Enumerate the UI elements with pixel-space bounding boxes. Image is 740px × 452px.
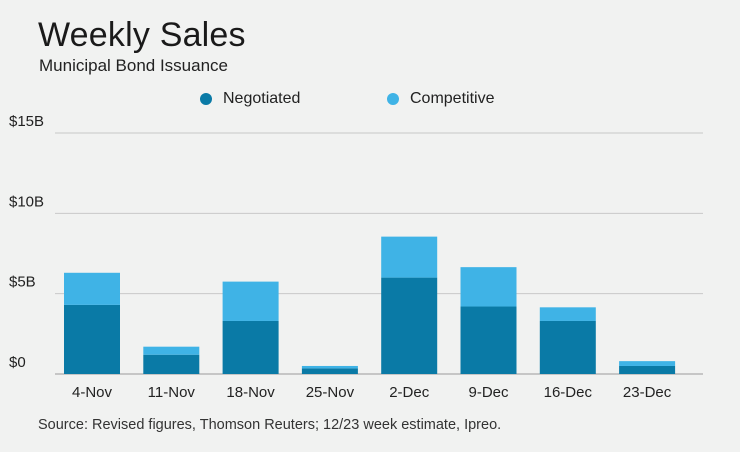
bar-competitive xyxy=(539,307,596,321)
bar-negotiated xyxy=(539,320,596,374)
bar-negotiated xyxy=(301,368,358,374)
bar-competitive xyxy=(64,272,120,305)
bar-competitive xyxy=(301,365,358,369)
bar-negotiated xyxy=(143,354,200,374)
bar-negotiated xyxy=(64,304,120,374)
legend-item-competitive: Competitive xyxy=(387,90,494,108)
x-tick-label: 2-Dec xyxy=(389,384,430,401)
legend-swatch-negotiated xyxy=(200,93,212,105)
chart-legend: Negotiated Competitive xyxy=(0,90,740,112)
y-tick-label: $10B xyxy=(9,193,44,210)
legend-item-negotiated: Negotiated xyxy=(200,90,300,108)
y-tick-label: $0 xyxy=(9,354,26,371)
legend-label-competitive: Competitive xyxy=(410,90,495,107)
x-tick-label: 4-Nov xyxy=(72,384,113,401)
y-tick-label: $15B xyxy=(9,113,44,130)
bar-competitive xyxy=(460,267,517,307)
x-tick-label: 9-Dec xyxy=(468,384,509,401)
chart-subtitle: Municipal Bond Issuance xyxy=(39,56,229,75)
bar-competitive xyxy=(143,346,200,355)
bar-negotiated xyxy=(619,365,676,374)
bar-negotiated xyxy=(381,277,438,374)
x-tick-label: 16-Dec xyxy=(544,384,593,401)
legend-label-negotiated: Negotiated xyxy=(223,90,301,107)
x-tick-label: 23-Dec xyxy=(623,384,672,401)
bar-negotiated xyxy=(222,320,279,374)
x-tick-label: 18-Nov xyxy=(226,384,275,401)
legend-swatch-competitive xyxy=(387,93,399,105)
bar-competitive xyxy=(222,281,279,321)
x-tick-label: 25-Nov xyxy=(306,384,355,401)
x-tick-label: 11-Nov xyxy=(148,384,196,401)
bar-competitive xyxy=(381,236,438,278)
y-tick-label: $5B xyxy=(9,274,36,291)
chart-source-note: Source: Revised figures, Thomson Reuters… xyxy=(38,417,502,433)
bar-negotiated xyxy=(460,306,517,374)
bar-competitive xyxy=(619,361,676,366)
chart-title: Weekly Sales xyxy=(38,16,246,54)
